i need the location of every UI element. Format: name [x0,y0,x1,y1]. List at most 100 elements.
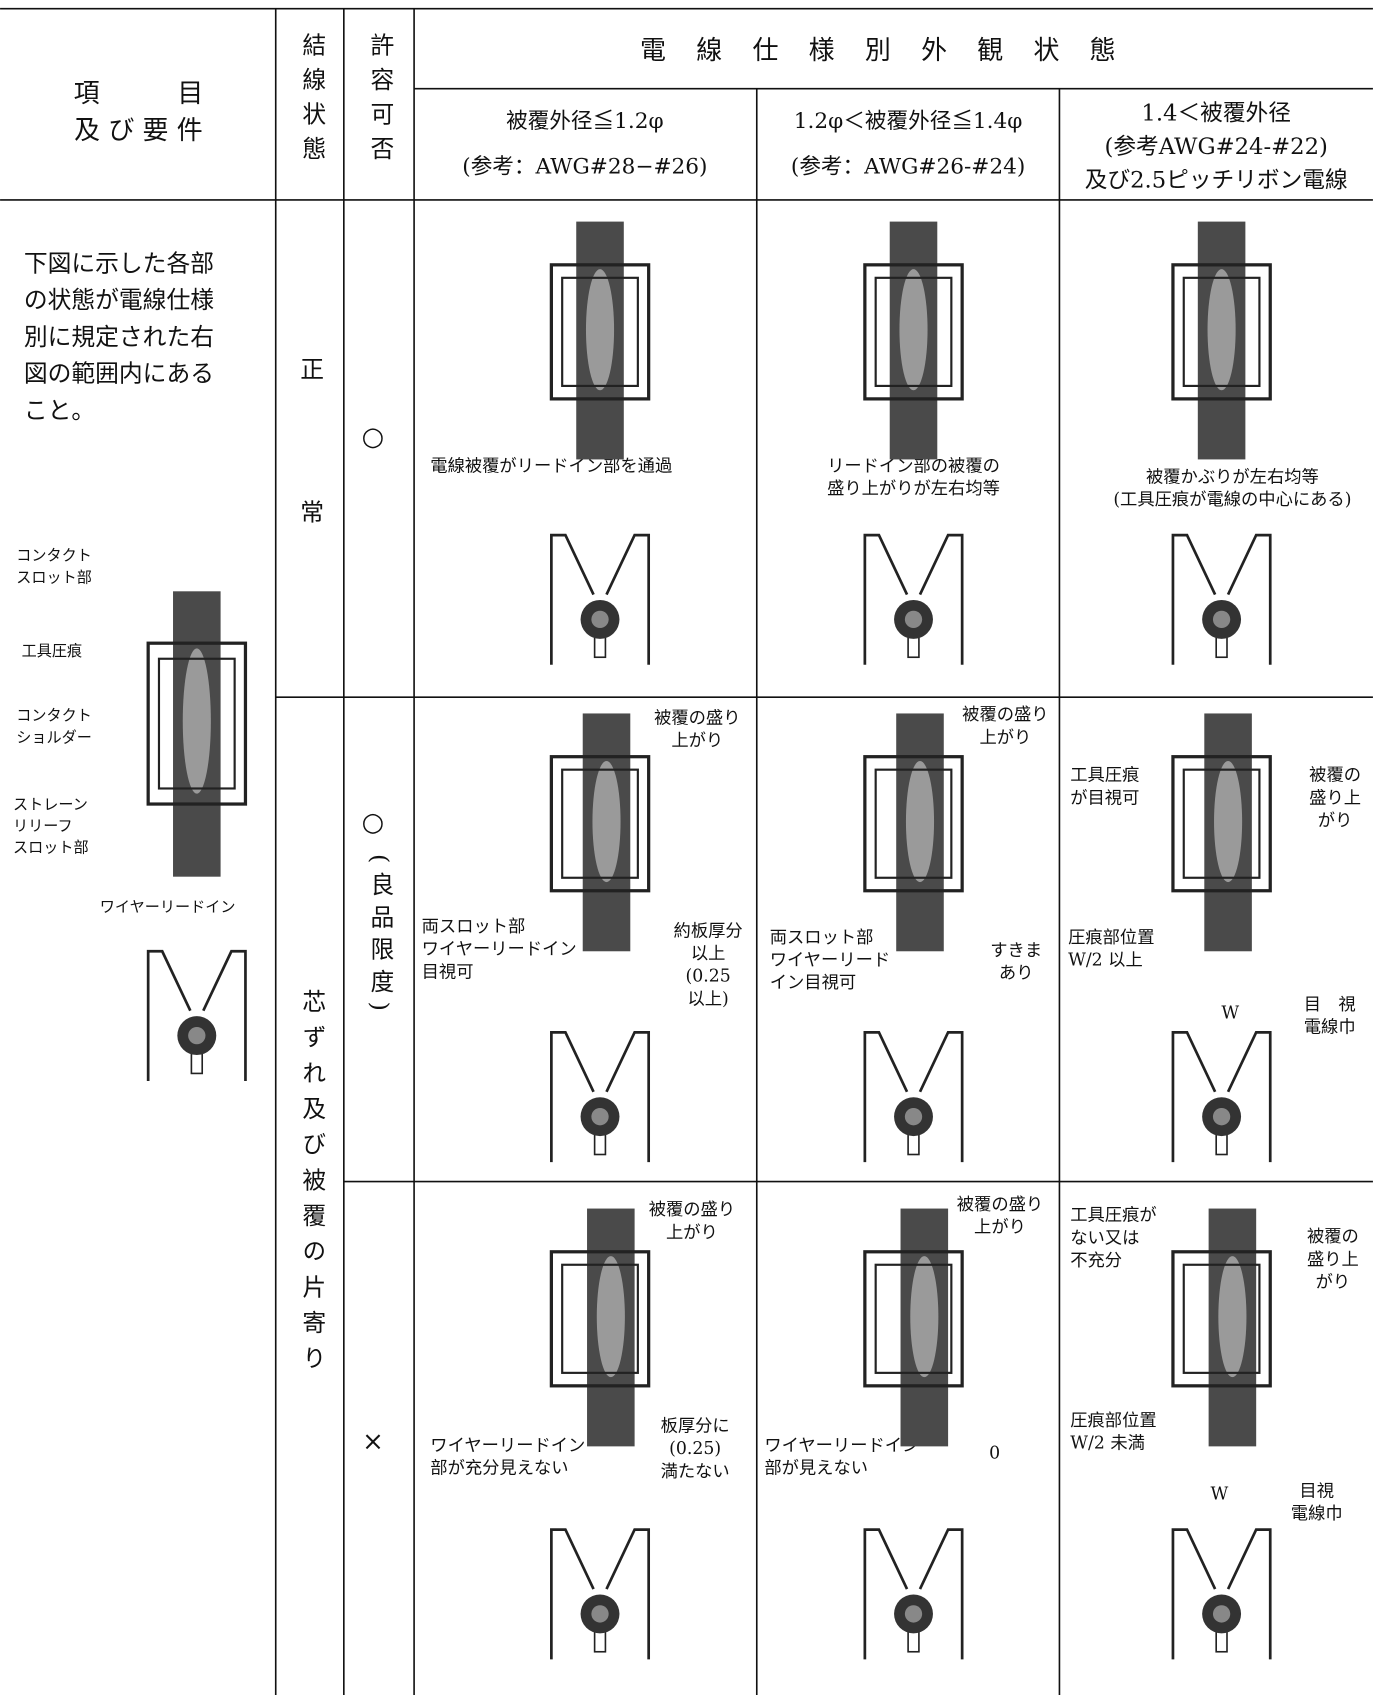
header-acceptability: 許容可否 [366,32,394,170]
annotation: (0.25) [669,1439,721,1459]
insulation-highlight [585,269,615,391]
conductor [188,1026,206,1045]
annotation: 部が充分見えない [430,1459,568,1479]
contact-frame [1171,1250,1272,1388]
acceptability-note: (良品限度) [366,854,394,1020]
insulation-highlight [1218,1256,1247,1378]
insulation-highlight [905,761,935,883]
annotation: 上がり [666,1223,718,1243]
contact-frame [1171,263,1272,401]
insulation-highlight [182,648,211,794]
figure-label: ストレーン [13,795,88,813]
conductor [904,1108,923,1126]
annotation: 0 [989,1443,1000,1463]
slot-illustration [1171,1528,1272,1660]
acceptability: ○ [362,422,385,452]
wiring-state: 正常 [296,357,324,642]
contact-frame-inner [1182,276,1261,387]
contact-frame [549,1250,651,1388]
connector-illustration [549,221,651,460]
annotation: 工具圧痕が [1070,1206,1156,1226]
requirement-text: 別に規定された右 [24,323,214,351]
slot-outline [863,533,964,665]
annotation: 被覆の盛り [649,1200,735,1220]
annotation: 板厚分に [661,1416,730,1436]
acceptability: × [362,1427,384,1457]
contact-frame-inner [561,1263,639,1374]
annotation: 上がり [974,1218,1026,1238]
conductor [591,1605,609,1623]
conductor [1212,1108,1231,1126]
slot-outline [1171,533,1272,665]
slot-outline [550,1528,651,1660]
annotation: 被覆の [1309,766,1361,786]
conductor [591,610,609,629]
annotation: 被覆の盛り [962,705,1048,725]
figure-label: コンタクト [16,707,92,725]
insulation-highlight [596,1256,625,1378]
annotation: W/2 以上 [1068,951,1143,971]
annotation: あり [999,963,1034,983]
contact-frame [863,263,964,401]
connector-illustration [863,1208,964,1447]
contact-frame [549,263,651,401]
annotation: (0.25 [686,967,731,987]
annotation: 被覆の盛り [957,1195,1043,1215]
contact-frame-inner [157,657,236,790]
column-header: 被覆外径≦1.2φ [506,109,664,134]
connector-illustration [863,221,964,460]
conductor [591,1108,609,1126]
column-header: (参考：AWG#28−#26) [462,155,707,180]
annotation: すきま [990,941,1042,961]
annotation: 上がり [979,728,1031,748]
annotation: 工具圧痕 [1070,766,1139,786]
slot-outline [1171,1528,1272,1660]
figure-label: スロット部 [16,568,92,586]
contact-frame [1171,755,1272,893]
contact-frame-inner [874,276,953,387]
figure-label: ショルダー [16,728,92,746]
slot-illustration [863,1030,964,1163]
slot-illustration [550,533,651,665]
column-header: 及び2.5ピッチリボン電線 [1085,168,1348,194]
annotation: W [1211,1485,1229,1505]
header-item: 項 目 [74,79,204,109]
wiring-state: 芯ずれ及び被覆の片寄り [298,989,326,1381]
annotation: イン目視可 [770,973,856,993]
contact-frame [863,1250,964,1388]
insulation-highlight [1214,761,1243,883]
annotation: 上がり [671,731,723,751]
figure-label: ワイヤーリードイン [100,898,236,916]
slot-outline [1171,1030,1272,1163]
annotation: 電線巾 [1304,1018,1356,1038]
annotation: 不充分 [1070,1251,1122,1271]
annotation: 約板厚分 [674,921,743,941]
annotation: 目視可 [422,962,474,982]
connector-illustration [549,1208,651,1447]
contact-frame-inner [1182,768,1261,879]
header-item: 及 び 要 件 [74,116,203,146]
figure-label: スロット部 [13,839,89,857]
slot-illustration [550,1528,651,1660]
annotation: W [1221,1003,1239,1023]
slot-illustration [1171,533,1272,665]
annotation: ワイヤーリードイン [430,1436,585,1456]
annotation: ない又は [1070,1228,1139,1248]
annotation: (工具圧痕が電線の中心にある) [1113,490,1351,510]
annotation: リードイン部の被覆の [827,456,1000,476]
slot-outline [146,949,247,1081]
conductor [904,610,923,629]
annotation: 以上) [687,989,728,1009]
annotation: がり [1318,811,1353,831]
annotation: 電線巾 [1291,1504,1343,1524]
slot-outline [863,1030,964,1163]
annotation: 目 視 [1304,995,1356,1015]
conductor [1212,1605,1231,1623]
annotation: が目視可 [1070,788,1139,808]
annotation: 被覆かぶりが左右均等 [1146,467,1319,487]
column-header: 1.4＜被覆外径 [1141,101,1291,127]
slot-illustration [1171,1030,1272,1163]
annotation: 部が見えない [764,1459,868,1479]
contact-frame-inner [561,276,639,387]
